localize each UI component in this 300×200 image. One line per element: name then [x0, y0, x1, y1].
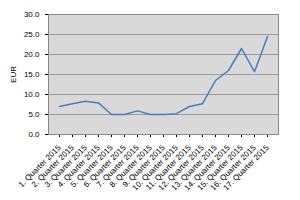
- svg-text:2. Quarter 2015: 2. Quarter 2015: [29, 143, 76, 190]
- svg-text:3. Quarter 2015: 3. Quarter 2015: [42, 143, 89, 190]
- svg-text:8. Quarter 2015: 8. Quarter 2015: [107, 143, 154, 190]
- svg-text:14. Quarter 2015: 14. Quarter 2015: [182, 143, 232, 193]
- svg-text:0.0: 0.0: [28, 130, 40, 139]
- svg-text:10. Quarter 2015: 10. Quarter 2015: [130, 143, 180, 193]
- svg-text:11. Quarter 2015: 11. Quarter 2015: [144, 143, 193, 192]
- svg-text:EUR: EUR: [9, 66, 18, 83]
- svg-text:16. Quarter 2015: 16. Quarter 2015: [208, 143, 258, 193]
- svg-text:9. Quarter 2015: 9. Quarter 2015: [120, 143, 167, 190]
- svg-text:25.0: 25.0: [24, 30, 40, 39]
- svg-text:5.0: 5.0: [28, 110, 40, 119]
- svg-text:17. Quarter 2015: 17. Quarter 2015: [222, 143, 272, 193]
- svg-text:1. Quarter 2015: 1. Quarter 2015: [16, 143, 63, 190]
- svg-text:6. Quarter 2015: 6. Quarter 2015: [81, 143, 128, 190]
- svg-text:10.0: 10.0: [24, 90, 40, 99]
- svg-text:5. Quarter 2015: 5. Quarter 2015: [68, 143, 115, 190]
- svg-text:7. Quarter 2015: 7. Quarter 2015: [94, 143, 141, 190]
- svg-text:4. Quarter 2015: 4. Quarter 2015: [55, 143, 102, 190]
- svg-text:20.0: 20.0: [24, 50, 40, 59]
- svg-text:12. Quarter 2015: 12. Quarter 2015: [156, 143, 206, 193]
- svg-text:15. Quarter 2015: 15. Quarter 2015: [195, 143, 245, 193]
- svg-text:30.0: 30.0: [24, 10, 40, 19]
- svg-text:13. Quarter 2015: 13. Quarter 2015: [169, 143, 219, 193]
- svg-text:15.0: 15.0: [24, 70, 40, 79]
